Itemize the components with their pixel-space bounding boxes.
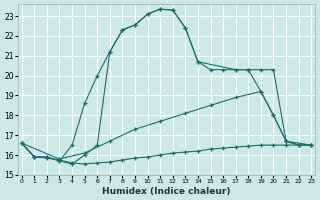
X-axis label: Humidex (Indice chaleur): Humidex (Indice chaleur): [102, 187, 231, 196]
